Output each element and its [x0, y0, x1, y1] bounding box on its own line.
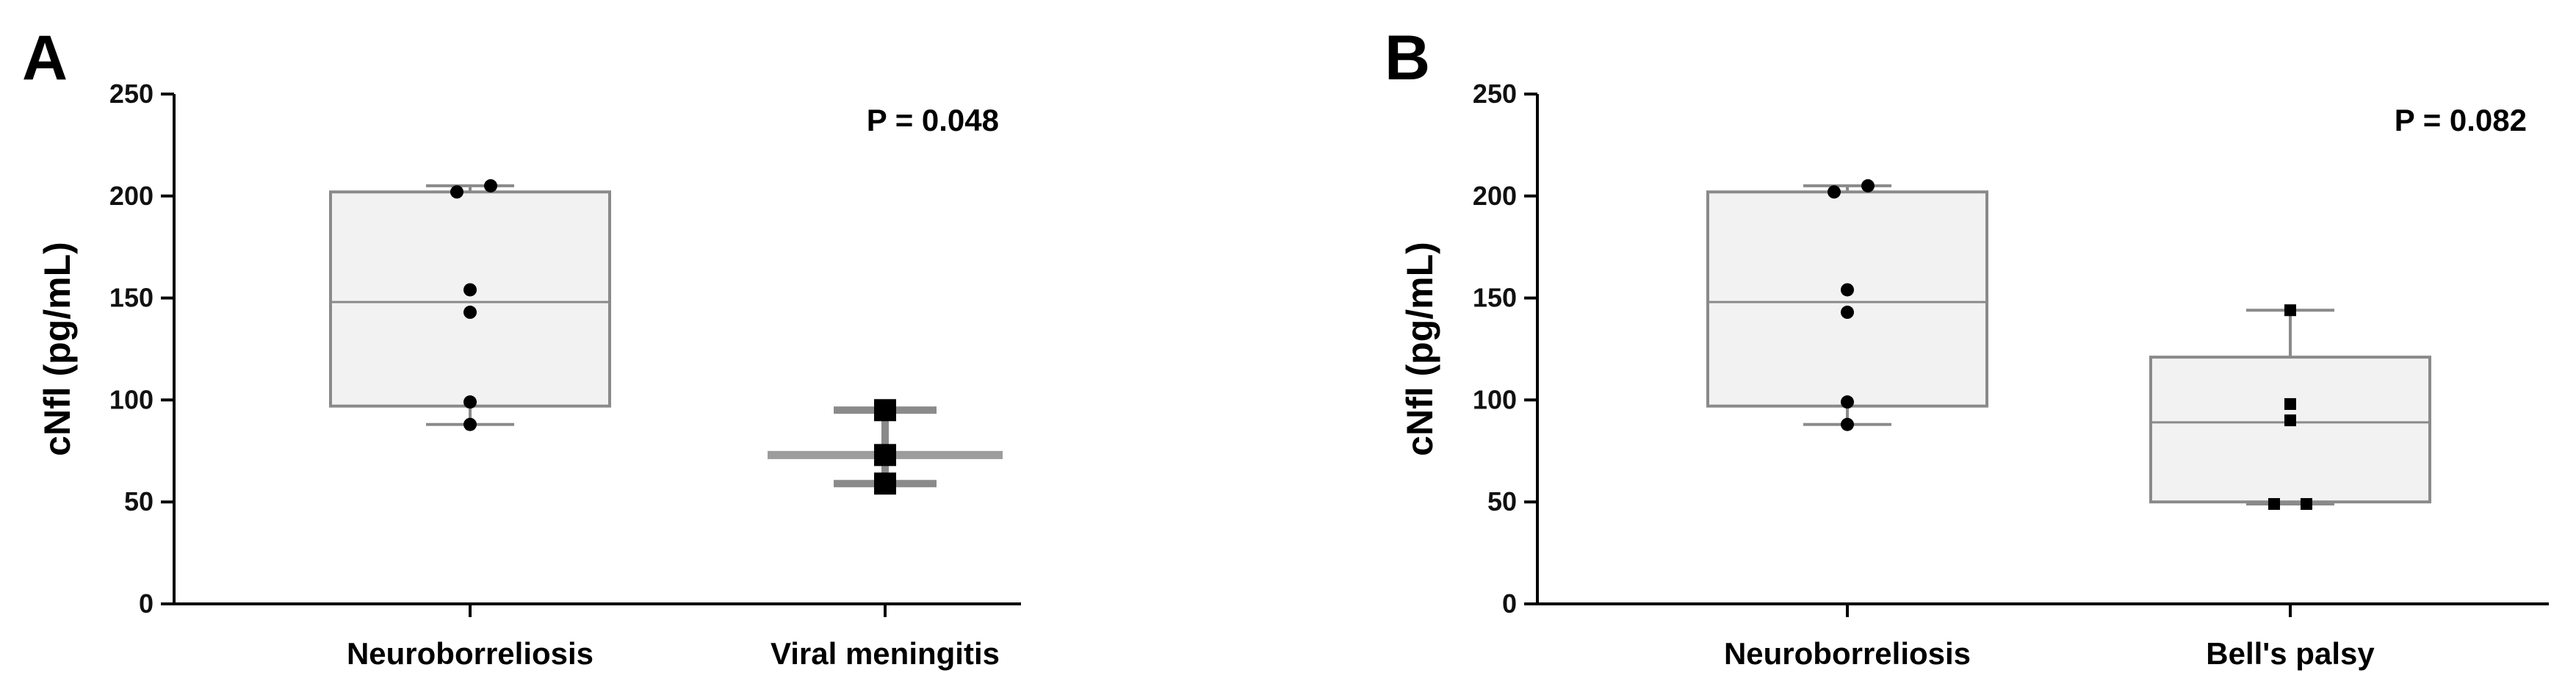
data-point [2284, 414, 2296, 427]
p-value-annotation: P = 0.082 [2395, 103, 2527, 137]
data-point [450, 185, 463, 199]
y-tick-label: 200 [109, 181, 154, 211]
data-point [1841, 306, 1854, 320]
y-tick-label: 100 [109, 384, 154, 414]
data-point [484, 179, 497, 192]
y-tick-label: 150 [1473, 283, 1517, 313]
data-point [2268, 497, 2280, 510]
data-point [2301, 497, 2312, 510]
data-point [874, 399, 896, 422]
box-iqr [2149, 356, 2431, 504]
panel-letter: A [22, 23, 68, 93]
x-category-label: Bell's palsy [2206, 636, 2375, 671]
y-tick-label: 50 [1487, 486, 1517, 516]
data-point [874, 472, 896, 495]
y-tick-label: 0 [139, 588, 154, 619]
y-tick-label: 150 [109, 283, 154, 313]
data-point [1861, 179, 1875, 192]
x-category-label: Neuroborreliosis [1724, 636, 1971, 671]
x-category-label: Neuroborreliosis [347, 636, 594, 671]
box-iqr [1706, 190, 1988, 408]
y-tick-label: 200 [1473, 181, 1517, 211]
data-point [2284, 397, 2296, 410]
box-iqr [329, 190, 611, 408]
y-tick-label: 250 [109, 79, 154, 109]
data-point [463, 395, 477, 409]
data-point [874, 444, 896, 467]
data-point [1841, 283, 1854, 297]
data-point [463, 417, 477, 431]
data-point [1841, 417, 1854, 431]
y-tick-label: 0 [1502, 588, 1517, 619]
data-point [1841, 395, 1854, 409]
panel-letter: B [1385, 23, 1430, 93]
y-tick-label: 50 [124, 486, 154, 516]
data-point [463, 283, 477, 297]
data-point [463, 306, 477, 320]
data-point [1828, 185, 1841, 199]
data-point [2284, 304, 2296, 317]
p-value-annotation: P = 0.048 [867, 103, 999, 137]
y-axis-title: cNfl (pg/mL) [37, 242, 78, 456]
y-tick-label: 100 [1473, 384, 1517, 414]
x-category-label: Viral meningitis [771, 636, 1000, 671]
y-tick-label: 250 [1473, 79, 1517, 109]
y-axis-title: cNfl (pg/mL) [1399, 242, 1440, 456]
